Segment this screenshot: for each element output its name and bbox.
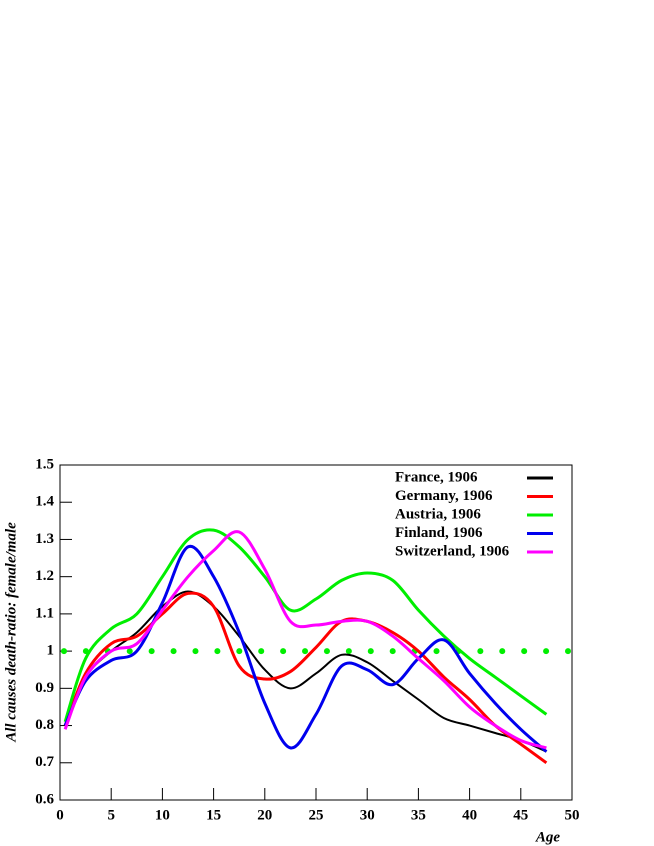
reference-dot <box>521 648 528 655</box>
y-tick-label: 1.5 <box>35 456 54 472</box>
y-tick-label: 1.2 <box>35 568 54 584</box>
reference-dot <box>565 648 571 655</box>
y-tick-label: 1.3 <box>35 531 54 547</box>
y-tick-label: 1.1 <box>35 605 54 621</box>
reference-dot <box>345 648 352 655</box>
x-tick-label: 20 <box>257 807 272 823</box>
x-tick-label: 0 <box>56 807 64 823</box>
x-axis-label: Age <box>535 829 561 845</box>
reference-dot <box>302 648 309 655</box>
reference-dot <box>126 648 133 655</box>
legend-label: Austria, 1906 <box>395 506 481 522</box>
reference-dot <box>258 648 265 655</box>
x-tick-label: 40 <box>462 807 477 823</box>
y-tick-label: 0.9 <box>35 680 54 696</box>
y-tick-label: 0.7 <box>35 754 54 770</box>
legend-label: Switzerland, 1906 <box>395 543 510 559</box>
x-tick-label: 30 <box>360 807 375 823</box>
reference-dot <box>236 648 243 655</box>
reference-dot <box>148 648 155 655</box>
reference-dot <box>499 648 506 655</box>
series-line <box>63 530 547 750</box>
x-tick-label: 15 <box>206 807 221 823</box>
legend-label: Germany, 1906 <box>395 488 493 504</box>
reference-dot <box>61 648 67 655</box>
x-tick-label: 50 <box>565 807 580 823</box>
y-tick-label: 1 <box>47 643 55 659</box>
reference-dot <box>389 648 396 655</box>
reference-dot <box>323 648 330 655</box>
y-axis-label: All causes death-ratio: female/male <box>3 522 19 743</box>
series-line <box>63 544 548 753</box>
series-line <box>63 528 548 723</box>
reference-dot <box>367 648 374 655</box>
x-tick-label: 45 <box>513 807 528 823</box>
reference-dot <box>170 648 177 655</box>
series-line <box>64 590 547 753</box>
y-tick-label: 0.8 <box>35 717 54 733</box>
legend-label: France, 1906 <box>395 469 478 485</box>
reference-dot <box>280 648 287 655</box>
x-tick-label: 35 <box>411 807 426 823</box>
x-tick-label: 25 <box>309 807 324 823</box>
reference-dot <box>477 648 484 655</box>
y-tick-label: 0.6 <box>35 791 54 807</box>
reference-dot <box>543 648 550 655</box>
reference-dot <box>433 648 440 655</box>
legend-label: Finland, 1906 <box>395 525 483 541</box>
series-line <box>63 591 548 764</box>
x-tick-label: 5 <box>107 807 115 823</box>
reference-dot <box>214 648 221 655</box>
y-tick-label: 1.4 <box>35 494 54 510</box>
reference-dot <box>192 648 199 655</box>
x-tick-label: 10 <box>155 807 170 823</box>
